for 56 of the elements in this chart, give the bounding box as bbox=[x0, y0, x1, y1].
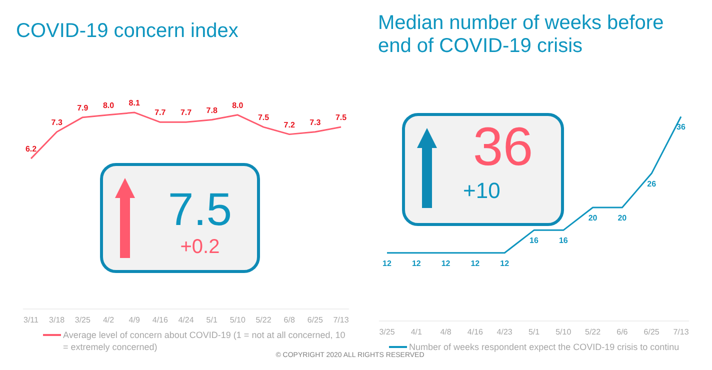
data-label: 7.7 bbox=[180, 108, 192, 118]
annotation: +10 bbox=[462, 178, 502, 204]
data-label: 8.1 bbox=[128, 98, 140, 108]
data-label: 12 bbox=[412, 258, 422, 268]
data-label: 16 bbox=[558, 236, 568, 246]
data-label: 12 bbox=[470, 258, 480, 268]
legend-label: Average level of concern about COVID-19 (1 = not at all concerned, 10 = extremely concerned) bbox=[63, 329, 346, 352]
data-label: 7.3 bbox=[310, 118, 322, 127]
data-label: 20 bbox=[588, 213, 598, 222]
x-tick-label: 3/25 bbox=[379, 328, 396, 337]
data-label: 12 bbox=[500, 258, 510, 268]
data-label: 7.2 bbox=[284, 120, 296, 130]
x-tick-label: 4/9 bbox=[128, 316, 140, 325]
chart-title: Median number of weeks before end of COVID-19 crisis bbox=[378, 12, 665, 58]
x-tick-label: 4/24 bbox=[178, 316, 194, 325]
x-tick-label: 7/13 bbox=[333, 316, 350, 325]
data-label: 7.3 bbox=[51, 118, 63, 127]
data-label: 16 bbox=[530, 236, 539, 246]
annotation: 36 bbox=[472, 117, 534, 177]
data-label: 36 bbox=[676, 122, 686, 132]
callout-card: 36 +10 bbox=[402, 113, 564, 226]
x-tick-label: 4/16 bbox=[152, 316, 168, 325]
x-tick-label: 3/25 bbox=[74, 316, 91, 325]
data-label: 6.2 bbox=[25, 144, 38, 154]
data-label: 8.0 bbox=[232, 100, 244, 110]
x-tick-label: 4/2 bbox=[102, 316, 115, 325]
x-tick-label: 5/10 bbox=[556, 328, 572, 337]
x-tick-label: 5/22 bbox=[585, 328, 602, 337]
data-label: 8.0 bbox=[102, 100, 115, 110]
x-tick-label: 6/25 bbox=[644, 328, 660, 337]
x-tick-label: 6/8 bbox=[284, 316, 296, 325]
data-label: 7.5 bbox=[335, 113, 348, 122]
data-label: 7.8 bbox=[206, 106, 218, 115]
x-tick-label: 5/10 bbox=[230, 316, 246, 325]
chart-title: COVID-19 concern index bbox=[16, 20, 240, 43]
data-label: 20 bbox=[618, 213, 628, 222]
x-tick-label: 6/25 bbox=[307, 316, 324, 325]
data-label: 7.5 bbox=[258, 113, 270, 122]
x-tick-label: 5/1 bbox=[206, 316, 218, 325]
x-tick-label: 5/1 bbox=[528, 328, 540, 337]
x-tick-label: 3/11 bbox=[24, 316, 40, 325]
data-label: 7.7 bbox=[154, 108, 166, 118]
x-tick-label: 4/23 bbox=[496, 328, 513, 337]
data-label: 7.9 bbox=[77, 103, 89, 112]
x-tick-label: 3/18 bbox=[49, 316, 66, 325]
x-tick-label: 4/16 bbox=[467, 328, 484, 337]
x-tick-label: 4/1 bbox=[410, 328, 423, 337]
legend-label: Number of weeks respondent expect the COVID-19 crisis to continu bbox=[409, 341, 680, 352]
data-label: 12 bbox=[382, 258, 392, 268]
x-tick-label: 7/13 bbox=[673, 328, 690, 337]
data-label: 26 bbox=[647, 179, 657, 188]
x-tick-label: 4/8 bbox=[440, 328, 452, 337]
data-label: 12 bbox=[441, 258, 451, 268]
callout-card: 7.5 +0.2 bbox=[100, 163, 260, 273]
x-tick-label: 6/6 bbox=[616, 328, 628, 337]
x-tick-label: 5/22 bbox=[256, 316, 272, 325]
